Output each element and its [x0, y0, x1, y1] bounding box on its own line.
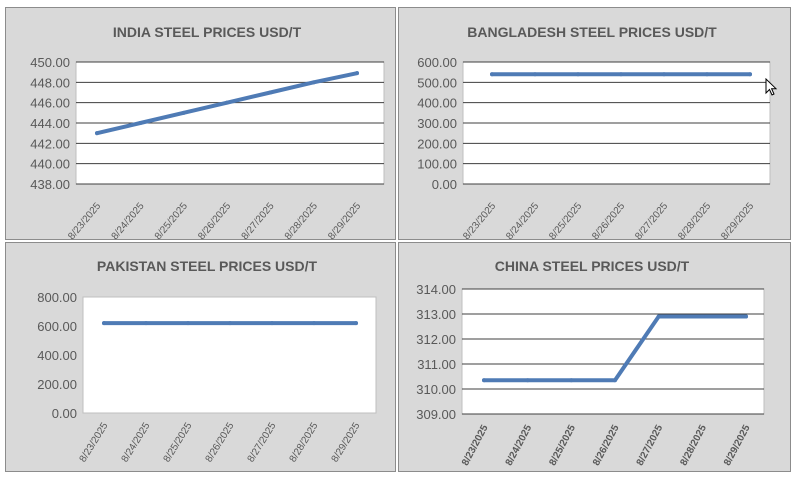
bangladesh-chart: BANGLADESH STEEL PRICES USD/T 0.00 100.00 2…: [417, 24, 771, 241]
india-y-tick-label: 450.00: [30, 55, 70, 70]
bangladesh-data-point: [533, 72, 537, 77]
china-x-tick-label: 8/25/2025: [547, 423, 578, 468]
china-x-tick-label: 8/24/2025: [504, 423, 535, 468]
india-data-point: [268, 90, 273, 95]
pakistan-data-point: [270, 321, 274, 326]
bangladesh-data-point: [748, 72, 752, 77]
bangladesh-data-point: [490, 72, 494, 77]
bangladesh-chart-title: BANGLADESH STEEL PRICES USD/T: [467, 24, 717, 40]
china-chart: CHINA STEEL PRICES USD/T 309.00 310.00 311.…: [416, 258, 765, 468]
bangladesh-y-tick-label: 0.00: [432, 177, 457, 192]
bangladesh-x-tick-label: 8/29/2025: [719, 201, 756, 241]
india-x-tick-label: 8/23/2025: [66, 201, 103, 241]
india-y-tick-label: 446.00: [30, 96, 70, 111]
pakistan-data-point: [354, 321, 358, 326]
pakistan-x-tick-label: 8/28/2025: [288, 420, 321, 464]
india-y-tick-label: 440.00: [30, 157, 70, 172]
india-data-point: [95, 131, 99, 136]
bangladesh-data-point: [662, 72, 666, 77]
india-x-tick-label: 8/24/2025: [110, 201, 147, 241]
china-y-tick-label: 312.00: [416, 332, 456, 347]
pakistan-data-point: [186, 321, 190, 326]
bangladesh-x-tick-label: 8/23/2025: [461, 201, 498, 241]
india-x-tick-label: 8/26/2025: [196, 201, 233, 241]
pakistan-data-point: [144, 321, 148, 326]
china-x-tick-label: 8/23/2025: [460, 423, 491, 468]
india-x-tick-label: 8/28/2025: [283, 201, 320, 241]
pakistan-x-tick-label: 8/27/2025: [246, 420, 279, 464]
bangladesh-chart-panel: BANGLADESH STEEL PRICES USD/T 0.00 100.00 2…: [398, 7, 791, 241]
china-data-point: [525, 378, 530, 383]
china-y-tick-label: 309.00: [416, 407, 456, 422]
bangladesh-x-tick-label: 8/24/2025: [504, 201, 541, 241]
china-data-point: [744, 314, 748, 319]
mouse-pointer-icon: [765, 78, 778, 96]
bangladesh-y-tick-label: 100.00: [417, 157, 457, 172]
pakistan-chart-panel: PAKISTAN STEEL PRICES USD/T 0.00 200.00 400…: [5, 242, 396, 472]
china-x-tick-label: 8/26/2025: [591, 423, 622, 468]
pakistan-data-point: [228, 321, 232, 326]
bangladesh-x-tick-label: 8/26/2025: [590, 201, 627, 241]
bangladesh-y-tick-label: 200.00: [417, 136, 457, 151]
pakistan-x-tick-label: 8/29/2025: [330, 420, 363, 464]
china-x-tick-label: 8/27/2025: [635, 423, 666, 468]
pakistan-y-tick-label: 800.00: [37, 290, 77, 305]
china-y-tick-label: 314.00: [416, 282, 456, 297]
bangladesh-x-tick-label: 8/28/2025: [676, 201, 713, 241]
bangladesh-y-tick-label: 500.00: [417, 75, 457, 90]
pakistan-x-tick-label: 8/23/2025: [78, 420, 111, 464]
bangladesh-data-point: [576, 72, 580, 77]
india-data-point: [181, 110, 186, 115]
pakistan-y-tick-label: 0.00: [52, 406, 77, 421]
pakistan-y-tick-label: 600.00: [37, 319, 77, 334]
india-y-tick-label: 448.00: [30, 75, 70, 90]
india-x-tick-label: 8/29/2025: [326, 201, 363, 241]
bangladesh-y-tick-label: 400.00: [417, 96, 457, 111]
china-chart-title: CHINA STEEL PRICES USD/T: [495, 258, 690, 274]
bangladesh-x-tick-label: 8/25/2025: [547, 201, 584, 241]
china-data-point: [482, 378, 486, 383]
china-data-point: [613, 378, 617, 383]
bangladesh-data-point: [619, 72, 623, 77]
china-data-point: [656, 314, 661, 319]
india-data-point: [355, 71, 359, 76]
china-data-point: [700, 314, 705, 319]
china-plot-area: [461, 288, 765, 415]
india-y-tick-label: 442.00: [30, 136, 70, 151]
china-y-tick-label: 311.00: [417, 357, 456, 372]
india-y-tick-label: 438.00: [30, 177, 70, 192]
china-x-tick-label: 8/28/2025: [678, 423, 709, 468]
china-y-tick-label: 313.00: [416, 307, 456, 322]
india-x-tick-label: 8/27/2025: [240, 201, 277, 241]
bangladesh-data-point: [705, 72, 709, 77]
india-data-point: [225, 100, 229, 105]
india-chart: INDIA STEEL PRICES USD/T 438.00 440.00 442.…: [30, 24, 385, 241]
india-data-point: [138, 121, 143, 125]
pakistan-data-point: [102, 321, 106, 326]
bangladesh-x-tick-label: 8/27/2025: [633, 201, 670, 241]
china-chart-panel: CHINA STEEL PRICES USD/T 309.00 310.00 311.…: [398, 242, 791, 472]
bangladesh-y-tick-label: 300.00: [417, 116, 457, 131]
pakistan-plot-area: [82, 296, 377, 414]
pakistan-x-tick-label: 8/24/2025: [120, 420, 153, 464]
india-x-tick-label: 8/25/2025: [153, 201, 190, 241]
pakistan-x-tick-label: 8/25/2025: [162, 420, 195, 464]
pakistan-chart: PAKISTAN STEEL PRICES USD/T 0.00 200.00 400…: [37, 258, 377, 464]
india-y-tick-label: 444.00: [30, 116, 70, 131]
india-chart-panel: INDIA STEEL PRICES USD/T 438.00 440.00 442.…: [5, 7, 396, 241]
india-chart-title: INDIA STEEL PRICES USD/T: [113, 24, 302, 40]
pakistan-y-tick-label: 400.00: [37, 348, 77, 363]
pakistan-data-point: [312, 321, 316, 326]
china-data-point: [569, 378, 574, 383]
pakistan-y-tick-label: 200.00: [37, 377, 77, 392]
pakistan-x-tick-label: 8/26/2025: [204, 420, 237, 464]
india-data-point: [311, 80, 316, 85]
pakistan-chart-title: PAKISTAN STEEL PRICES USD/T: [97, 258, 318, 274]
china-y-tick-label: 310.00: [416, 382, 456, 397]
bangladesh-y-tick-label: 600.00: [417, 55, 457, 70]
china-x-tick-label: 8/29/2025: [722, 423, 753, 468]
